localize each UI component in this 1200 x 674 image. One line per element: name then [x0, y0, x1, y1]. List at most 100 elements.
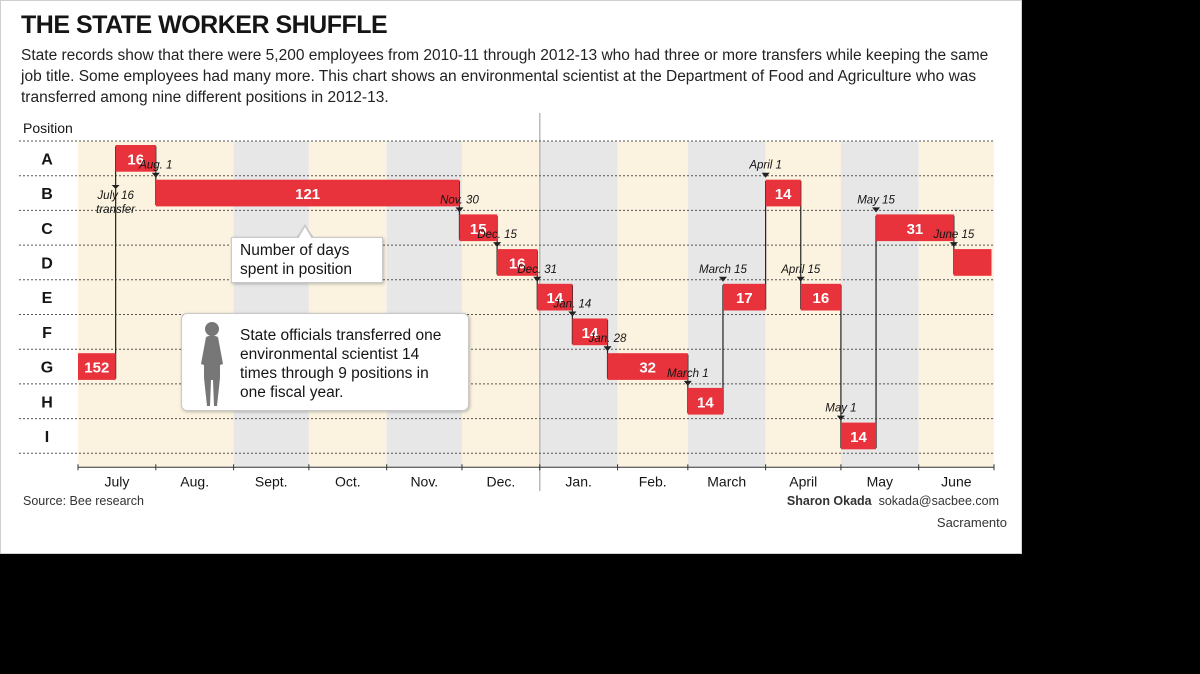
person-silhouette-icon [201, 322, 223, 406]
position-label: C [41, 221, 53, 238]
duration-label: 15 [470, 221, 487, 238]
position-label: D [41, 255, 53, 272]
annotation-arrow [568, 311, 577, 317]
position-label: G [41, 360, 53, 377]
duration-label: 17 [736, 290, 753, 307]
date-annotation: May 15 [857, 194, 895, 206]
duration-bar [115, 145, 156, 172]
position-labels: Position A B CD E F GH I [23, 120, 73, 446]
duration-bar [876, 214, 954, 242]
annotation-arrow [761, 172, 770, 178]
month-label: March [707, 473, 746, 489]
credit-line: Sharon Okada sokada@sacbee.com [787, 494, 999, 508]
month-band [461, 141, 540, 468]
duration-label: 16 [509, 255, 526, 272]
month-label: Oct. [335, 473, 361, 489]
intro-paragraph: State records show that there were 5,200… [21, 47, 989, 106]
duration-bar [78, 353, 116, 380]
duration-bar [537, 283, 573, 311]
position-label: F [42, 325, 52, 342]
annotation-arrow [949, 242, 958, 248]
y-axis-title: Position [23, 120, 73, 136]
duration-bar [572, 318, 608, 346]
month-axis: July Aug. Sept. Oct. Nov. Dec. Jan. Feb. March Ap… [77, 464, 995, 489]
position-label: I [45, 429, 49, 446]
date-annotation: Dec. 15 [477, 229, 517, 241]
date-annotation: Dec. 31 [517, 264, 557, 276]
annotation-arrow [493, 242, 502, 248]
month-label: Feb. [639, 473, 667, 489]
month-label: July [104, 473, 129, 489]
duration-label: 14 [775, 186, 792, 203]
duration-bar [497, 249, 538, 276]
position-label: A [41, 151, 53, 168]
duration-label: 14 [546, 290, 563, 307]
duration-bar [722, 283, 766, 311]
annotation-arrow [836, 415, 845, 421]
date-annotation: Aug. 1 [138, 160, 172, 172]
duration-label: 14 [850, 429, 867, 446]
annotation-arrow [796, 276, 805, 282]
transfer-timeline-chart: Position A B CD E F GH I 152 16 121 15 16 14 14 32 14 17… [19, 113, 995, 491]
date-annotation: March 15 [699, 264, 748, 276]
source-note: Source: Bee research [23, 494, 144, 508]
date-annotation: Nov. 30 [440, 194, 479, 206]
month-label: Aug. [180, 473, 209, 489]
month-label: Nov. [410, 473, 438, 489]
callout-pointer-inner [298, 227, 312, 239]
duration-label: 31 [907, 221, 924, 238]
date-annotation: Jan. 14 [553, 299, 592, 311]
infographic-card: THE STATE WORKER SHUFFLE State records s… [0, 0, 1022, 554]
position-label: B [41, 186, 53, 203]
month-label: Jan. [565, 473, 591, 489]
headline: THE STATE WORKER SHUFFLE [21, 11, 388, 39]
month-band [78, 141, 156, 468]
duration-label: 16 [812, 290, 829, 307]
position-label: E [42, 290, 53, 307]
footer-tag: Sacramento [936, 515, 1007, 530]
duration-bar [765, 179, 801, 207]
duration-bar [800, 283, 841, 311]
month-band [840, 141, 919, 468]
month-label: Dec. [486, 473, 515, 489]
credit-email: sokada@sacbee.com [878, 494, 999, 508]
month-label: May [867, 473, 893, 489]
date-annotation: June 15 [932, 229, 975, 241]
duration-bar [607, 353, 688, 380]
date-annotation: April 1 [748, 160, 782, 172]
duration-label: 16 [127, 151, 144, 168]
annotation-arrow [683, 380, 692, 386]
duration-label: 14 [697, 394, 714, 411]
date-annotation: Jan. 28 [588, 333, 627, 345]
callout-transfers-summary: State officials transferred one environm… [181, 313, 469, 411]
month-band [617, 141, 688, 468]
duration-label: 14 [582, 325, 599, 342]
month-label: April [789, 473, 817, 489]
month-label: June [941, 473, 972, 489]
date-annotation: July 16 [96, 190, 134, 202]
duration-label: 32 [639, 360, 656, 377]
duration-label: 121 [295, 186, 320, 203]
date-annotations: July 16 transfer Aug. 1 Nov. 30 Dec. 15 Dec. … [96, 160, 975, 421]
duration-bar [155, 179, 460, 207]
duration-label: 152 [84, 360, 109, 377]
credit-name: Sharon Okada [786, 494, 872, 508]
month-label: Sept. [255, 473, 288, 489]
position-rows [19, 140, 994, 454]
date-annotation: transfer [96, 204, 136, 216]
duration-bar [459, 214, 498, 242]
callout-summary-text: State officials transferred one environm… [240, 327, 442, 401]
duration-bar [953, 249, 992, 276]
callout-days-in-position: Number of days spent in position [231, 237, 383, 283]
duration-bar [840, 422, 877, 450]
duration-bar [687, 387, 723, 415]
date-annotation: May 1 [825, 403, 856, 415]
date-annotation: March 1 [667, 368, 709, 380]
annotation-arrow [603, 346, 612, 352]
position-label: H [41, 394, 53, 411]
month-band [918, 141, 994, 468]
date-annotation: April 15 [780, 264, 821, 276]
duration-bars: 152 16 121 15 16 14 14 32 14 17 14 16 14 31 [78, 145, 992, 450]
annotation-arrow [111, 185, 120, 189]
annotation-arrow [872, 207, 881, 213]
